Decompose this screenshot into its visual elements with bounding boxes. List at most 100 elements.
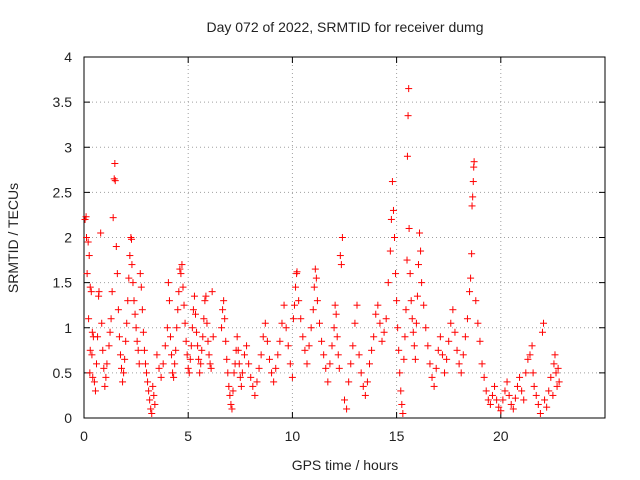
data-point [410, 342, 418, 350]
data-point [140, 346, 148, 354]
data-point [161, 342, 169, 350]
data-point [396, 369, 404, 377]
data-point [345, 378, 353, 386]
data-point [146, 396, 154, 404]
data-point [313, 297, 321, 305]
data-point [522, 369, 530, 377]
y-tick-label: 3 [64, 139, 72, 155]
data-point [284, 342, 292, 350]
data-point [245, 360, 253, 368]
data-point [184, 364, 192, 372]
y-tick-label: 1.5 [53, 275, 73, 291]
data-point [418, 279, 426, 287]
data-point [176, 265, 184, 273]
data-point [228, 405, 236, 413]
data-point [90, 378, 98, 386]
data-point [405, 85, 413, 93]
data-point [486, 400, 494, 408]
data-point [201, 297, 209, 305]
data-point [93, 360, 101, 368]
data-point [113, 270, 121, 278]
data-point [195, 355, 203, 363]
data-point [193, 328, 201, 336]
data-point [102, 373, 110, 381]
y-tick-label: 2 [64, 230, 72, 246]
data-point [147, 405, 155, 413]
data-point [85, 315, 93, 323]
data-point [174, 306, 182, 314]
data-point [280, 301, 288, 309]
data-point [253, 378, 261, 386]
data-point [126, 252, 134, 260]
data-point [99, 346, 107, 354]
data-point [453, 346, 461, 354]
data-point [290, 301, 298, 309]
data-point [115, 333, 123, 341]
data-point [181, 319, 189, 327]
data-point [382, 315, 390, 323]
data-point [361, 391, 369, 399]
data-point [218, 324, 226, 332]
data-point [166, 333, 174, 341]
data-point [311, 265, 319, 273]
data-point [191, 310, 199, 318]
data-point [482, 387, 490, 395]
data-point [222, 337, 230, 345]
data-point [451, 328, 459, 336]
data-point [363, 378, 371, 386]
data-point [331, 301, 339, 309]
data-point [355, 351, 363, 359]
data-point [119, 378, 127, 386]
data-point [83, 270, 91, 278]
data-point [164, 279, 172, 287]
data-point [299, 333, 307, 341]
data-point [194, 342, 202, 350]
data-point [438, 351, 446, 359]
data-point [495, 403, 503, 411]
data-point [529, 369, 537, 377]
data-point [204, 337, 212, 345]
data-point [430, 382, 438, 390]
data-point [200, 315, 208, 323]
data-point [100, 364, 108, 372]
data-point [286, 360, 294, 368]
data-point [488, 391, 496, 399]
data-point [225, 382, 233, 390]
data-point [105, 342, 113, 350]
data-point [94, 333, 102, 341]
data-point [139, 328, 147, 336]
x-axis: 0 5 10 15 20 [80, 57, 509, 444]
data-point [455, 360, 463, 368]
data-point [289, 315, 297, 323]
data-point [503, 378, 511, 386]
data-point [272, 364, 280, 372]
data-point [278, 319, 286, 327]
data-point [555, 378, 563, 386]
data-point [221, 315, 229, 323]
x-tick-label: 20 [493, 428, 509, 444]
data-point [552, 369, 560, 377]
data-point [132, 324, 140, 332]
data-point [87, 288, 95, 296]
data-point [257, 351, 265, 359]
data-point [230, 369, 238, 377]
data-point [240, 351, 248, 359]
data-point [526, 351, 534, 359]
data-point [384, 279, 392, 287]
data-point [538, 328, 546, 336]
data-point [243, 342, 251, 350]
data-point [401, 333, 409, 341]
data-point [208, 288, 216, 296]
data-point [151, 400, 159, 408]
data-point [516, 373, 524, 381]
data-point [403, 152, 411, 160]
data-point [549, 391, 557, 399]
data-point [386, 247, 394, 255]
data-point [111, 159, 119, 167]
data-point [422, 324, 430, 332]
data-point [441, 369, 449, 377]
data-point [86, 369, 94, 377]
data-point [112, 243, 120, 251]
data-point [173, 324, 181, 332]
data-point [137, 283, 145, 291]
